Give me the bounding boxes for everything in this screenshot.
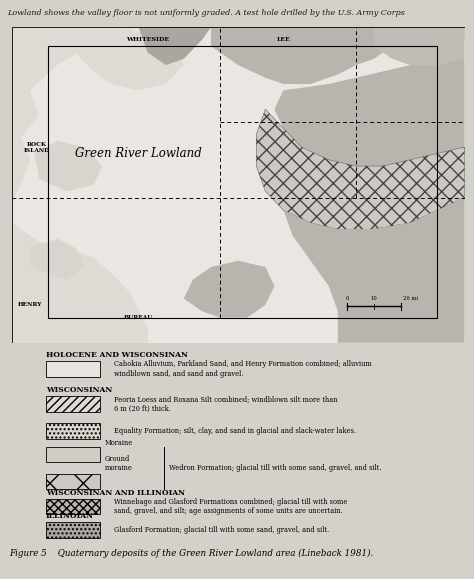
Polygon shape [12,223,147,343]
Text: BUREAU: BUREAU [124,315,153,320]
Polygon shape [256,109,465,229]
Bar [46,474,100,489]
Polygon shape [211,27,465,84]
Text: WHITESIDE: WHITESIDE [126,37,169,42]
Polygon shape [374,27,465,65]
Text: 0: 0 [345,296,348,301]
Text: Green River Lowland: Green River Lowland [75,147,202,160]
Polygon shape [12,292,102,343]
Text: Moraine: Moraine [105,438,133,446]
Polygon shape [274,58,465,166]
Bar [46,396,100,412]
Text: ILLINOIAN: ILLINOIAN [46,512,94,520]
Bar [46,522,100,538]
Polygon shape [35,141,102,191]
Polygon shape [138,27,211,65]
Polygon shape [30,239,84,280]
Text: HENRY: HENRY [18,302,42,307]
Polygon shape [12,27,138,201]
Text: Equality Formation; silt, clay, and sand in glacial and slack-water lakes.: Equality Formation; silt, clay, and sand… [114,427,356,435]
Bar [46,423,100,439]
Text: ROCK
ISLAND: ROCK ISLAND [24,142,50,152]
Text: Ground
moraine: Ground moraine [105,455,133,472]
Text: 10: 10 [371,296,377,301]
Bar [46,499,100,514]
Text: HOLOCENE AND WISCONSINAN: HOLOCENE AND WISCONSINAN [46,351,188,359]
Text: Winnebago and Glasford Formations combined; glacial till with some
sand, gravel,: Winnebago and Glasford Formations combin… [114,498,347,515]
Text: Cahokia Alluvium, Parkland Sand, and Henry Formation combined; alluvium
windblow: Cahokia Alluvium, Parkland Sand, and Hen… [114,360,372,378]
Text: Glasford Formation; glacial till with some sand, gravel, and silt.: Glasford Formation; glacial till with so… [114,526,329,534]
Bar [46,446,100,462]
Bar [46,361,100,377]
Text: 20 mi: 20 mi [403,296,419,301]
Text: WISCONSINAN AND ILLINOIAN: WISCONSINAN AND ILLINOIAN [46,489,185,497]
Text: Wedron Formation; glacial till with some sand, gravel, and silt.: Wedron Formation; glacial till with some… [169,464,381,472]
Text: Lowland shows the valley floor is not uniformly graded. A test hole drilled by t: Lowland shows the valley floor is not un… [7,9,405,17]
Polygon shape [184,261,274,317]
Polygon shape [283,197,465,343]
Bar [48,46,438,317]
Polygon shape [66,27,184,90]
Text: Figure 5    Quaternary deposits of the Green River Lowland area (Lineback 1981).: Figure 5 Quaternary deposits of the Gree… [9,549,374,558]
Text: WISCONSINAN: WISCONSINAN [46,386,112,394]
Text: LEE: LEE [276,37,291,42]
Text: Peoria Loess and Roxana Silt combined; windblown silt more than
6 m (20 ft) thic: Peoria Loess and Roxana Silt combined; w… [114,395,337,412]
